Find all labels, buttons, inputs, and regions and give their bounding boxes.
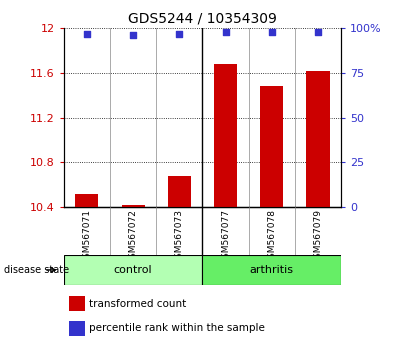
Text: transformed count: transformed count — [89, 299, 186, 309]
Point — [130, 33, 136, 38]
Point — [268, 29, 275, 35]
Bar — [75, 194, 98, 207]
Bar — [260, 86, 283, 207]
Point — [176, 31, 182, 36]
Text: control: control — [114, 265, 152, 275]
Point — [222, 29, 229, 35]
Title: GDS5244 / 10354309: GDS5244 / 10354309 — [128, 12, 277, 26]
Bar — [203, 255, 341, 285]
Point — [315, 29, 321, 35]
Text: GSM567071: GSM567071 — [82, 210, 91, 264]
Text: GSM567072: GSM567072 — [129, 210, 138, 264]
Text: GSM567079: GSM567079 — [314, 210, 323, 264]
Text: arthritis: arthritis — [250, 265, 294, 275]
Text: GSM567073: GSM567073 — [175, 210, 184, 264]
Text: percentile rank within the sample: percentile rank within the sample — [89, 324, 265, 333]
Bar — [69, 296, 85, 311]
Bar — [214, 64, 237, 207]
Bar — [168, 176, 191, 207]
Bar — [64, 255, 203, 285]
Text: GSM567078: GSM567078 — [267, 210, 276, 264]
Text: GSM567077: GSM567077 — [221, 210, 230, 264]
Point — [83, 31, 90, 36]
Bar — [307, 71, 330, 207]
Bar — [69, 321, 85, 336]
Bar — [122, 205, 145, 207]
Text: disease state: disease state — [4, 265, 69, 275]
